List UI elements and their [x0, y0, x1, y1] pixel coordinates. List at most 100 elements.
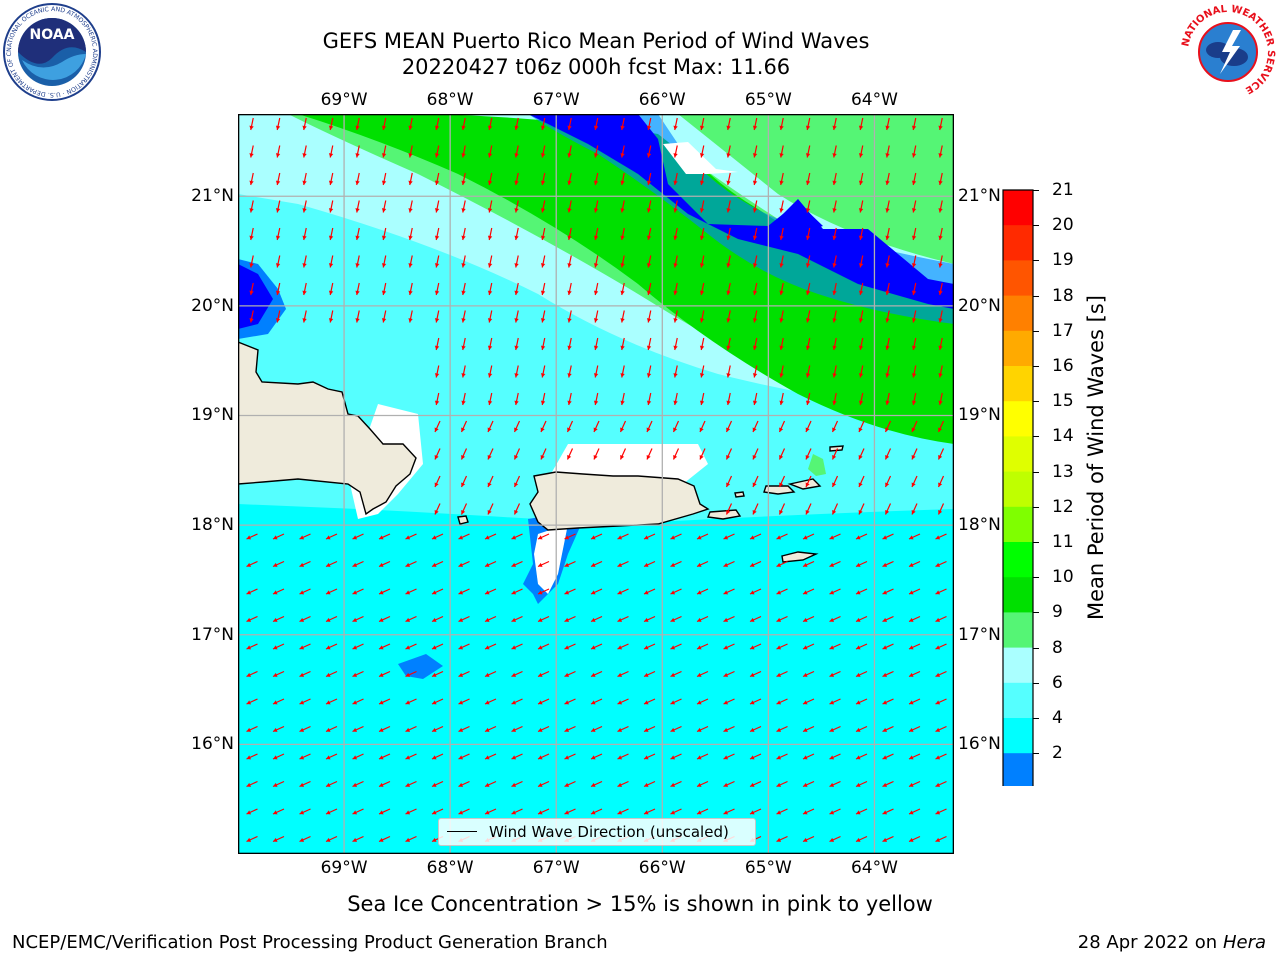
wind-wave-arrow: [325, 835, 338, 843]
plot-subtitle: 20220427 t06z 000h fcst Max: 11.66: [401, 55, 791, 79]
colorbar-segment: [1003, 330, 1033, 367]
wind-wave-arrow: [805, 475, 812, 488]
colorbar-tick: [1033, 190, 1039, 191]
wind-wave-arrow: [673, 200, 678, 213]
wind-wave-arrow: [829, 753, 841, 760]
wind-wave-arrow: [461, 227, 466, 241]
wind-wave-arrow: [858, 172, 864, 186]
wind-wave-arrow: [484, 560, 497, 568]
wind-wave-arrow: [405, 780, 417, 788]
colorbar-tick: [1033, 260, 1039, 262]
wind-wave-arrow: [484, 615, 497, 623]
wind-wave-arrow: [461, 365, 466, 378]
land-polygon: [529, 471, 710, 531]
wind-wave-arrow: [405, 753, 417, 760]
wind-wave-arrow: [617, 588, 629, 595]
wind-wave-arrow: [352, 560, 364, 568]
colorbar-segment: [1003, 225, 1033, 261]
wind-wave-arrow: [643, 670, 656, 678]
wind-wave-arrow: [434, 282, 440, 296]
wind-wave-arrow: [885, 117, 890, 131]
wind-wave-arrow: [749, 808, 762, 815]
wind-wave-arrow: [882, 560, 894, 568]
wind-wave-arrow: [355, 172, 360, 186]
wind-wave-arrow: [617, 670, 629, 678]
wind-wave-arrow: [460, 448, 468, 460]
wind-wave-arrow: [802, 643, 815, 650]
wind-wave-arrow: [617, 560, 629, 568]
wind-wave-arrow: [855, 808, 868, 815]
wind-wave-arrow: [832, 282, 837, 296]
wind-wave-arrow: [487, 200, 493, 213]
wind-wave-arrow: [381, 145, 387, 158]
lon-tick-label: 66°W: [638, 858, 686, 878]
wind-wave-arrow: [511, 698, 523, 705]
wind-wave-arrow: [829, 835, 841, 843]
wind-wave-arrow: [590, 725, 603, 733]
wind-wave-arrow: [408, 310, 413, 323]
wind-wave-arrow: [726, 145, 731, 158]
wind-wave-arrow: [564, 588, 576, 595]
colorbar-label: 4: [1052, 708, 1063, 728]
wind-wave-arrow: [858, 420, 865, 433]
wind-wave-arrow: [246, 615, 258, 623]
wind-wave-arrow: [911, 337, 917, 351]
colorbar-tick: [1033, 506, 1039, 508]
wind-wave-arrow: [882, 835, 894, 843]
colorbar-tick: [1033, 753, 1039, 755]
wind-wave-arrow: [643, 560, 656, 568]
wind-wave-arrow: [431, 533, 444, 540]
wind-wave-arrow: [908, 780, 921, 788]
wind-wave-arrow: [246, 588, 258, 595]
wind-wave-arrow: [487, 365, 493, 378]
wind-wave-arrow: [778, 448, 786, 460]
wind-wave-arrow: [378, 588, 391, 595]
wind-wave-arrow: [749, 780, 762, 788]
wind-wave-arrow: [802, 670, 815, 678]
wind-wave-arrow: [567, 117, 572, 131]
colorbar-segment: [1003, 471, 1033, 508]
wind-wave-arrow: [805, 172, 811, 186]
wind-wave-arrow: [882, 615, 894, 623]
wind-wave-arrow: [434, 117, 440, 131]
wind-wave-arrow: [938, 365, 943, 378]
wind-wave-arrow: [829, 560, 841, 568]
wind-wave-arrow: [617, 643, 629, 650]
wind-wave-arrow: [696, 615, 709, 623]
wind-wave-arrow: [458, 780, 470, 788]
wind-wave-arrow: [434, 365, 440, 378]
colorbar-tick: [1033, 647, 1039, 649]
wind-wave-arrow: [858, 365, 864, 378]
wind-wave-arrow: [275, 255, 281, 268]
wind-wave-arrow: [272, 615, 285, 623]
wind-wave-arrow: [617, 615, 629, 623]
wind-wave-arrow: [272, 588, 285, 595]
wind-wave-arrow: [696, 698, 709, 705]
wind-wave-arrow: [670, 698, 682, 705]
wind-wave-arrow: [352, 698, 364, 705]
wind-wave-arrow: [405, 698, 417, 705]
wind-wave-arrow: [325, 643, 338, 650]
wind-wave-arrow: [855, 588, 868, 595]
wind-wave-arrow: [726, 172, 731, 186]
wind-wave-arrow: [484, 588, 497, 595]
wind-wave-arrow: [619, 420, 627, 433]
branch-credit: NCEP/EMC/Verification Post Processing Pr…: [12, 932, 608, 953]
land-polygon: [781, 551, 819, 563]
wind-wave-arrow: [911, 392, 917, 406]
wind-wave-arrow: [431, 670, 444, 678]
wind-wave-arrow: [908, 615, 921, 623]
wind-wave-arrow: [776, 753, 788, 760]
wind-wave-arrow: [855, 698, 868, 705]
wind-wave-arrow: [935, 835, 947, 843]
wind-wave-arrow: [378, 753, 391, 760]
wind-wave-arrow: [723, 753, 735, 760]
wind-wave-arrow: [646, 200, 652, 213]
wind-wave-arrow: [511, 588, 523, 595]
wind-wave-arrow: [381, 255, 387, 268]
wind-wave-arrow: [275, 200, 281, 213]
wind-wave-arrow: [726, 392, 731, 406]
wind-wave-arrow: [593, 337, 599, 351]
colorbar-tick: [1033, 718, 1039, 719]
lat-tick-label: 21°N: [191, 186, 234, 207]
